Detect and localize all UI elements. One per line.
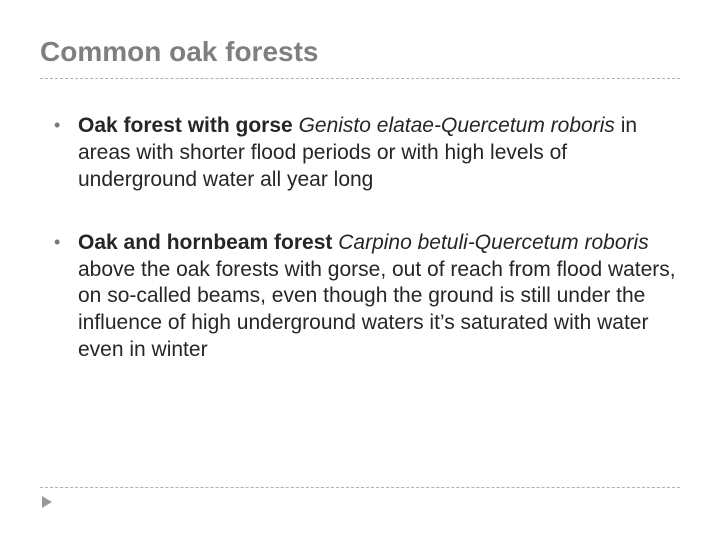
- footer-divider: [40, 487, 680, 488]
- list-item: Oak and hornbeam forest Carpino betuli-Q…: [54, 230, 680, 364]
- slide: Common oak forests Oak forest with gorse…: [0, 0, 720, 540]
- bullet-latin-name: Carpino betuli-Quercetum roboris: [338, 231, 648, 254]
- bullet-bold-lead: Oak forest with gorse: [78, 114, 299, 137]
- title-divider: [40, 78, 680, 79]
- bullet-list: Oak forest with gorse Genisto elatae-Que…: [54, 113, 680, 364]
- bullet-bold-lead: Oak and hornbeam forest: [78, 231, 338, 254]
- page-title: Common oak forests: [40, 36, 680, 68]
- bullet-latin-name: Genisto elatae-Quercetum roboris: [299, 114, 615, 137]
- bullet-rest: above the oak forests with gorse, out of…: [78, 258, 676, 362]
- list-item: Oak forest with gorse Genisto elatae-Que…: [54, 113, 680, 194]
- content-area: Oak forest with gorse Genisto elatae-Que…: [40, 113, 680, 364]
- arrow-icon: [40, 494, 56, 510]
